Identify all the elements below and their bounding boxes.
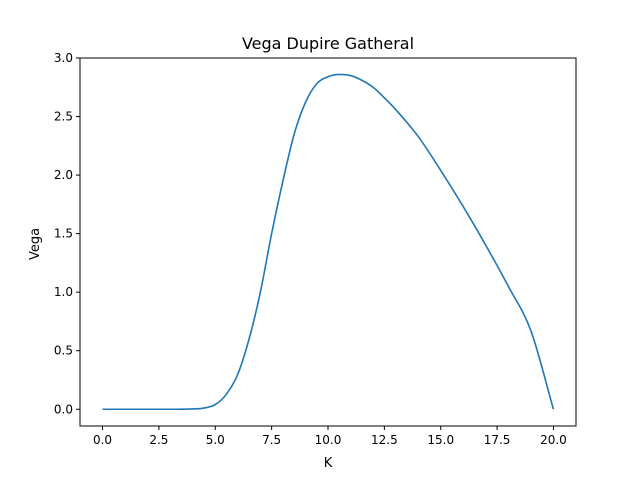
y-tick-label: 1.0 xyxy=(54,285,73,299)
y-axis-ticks: 0.0 0.5 1.0 1.5 2.0 2.5 3.0 xyxy=(54,51,80,416)
plot-area xyxy=(102,73,555,411)
y-tick-label: 0.0 xyxy=(54,402,73,416)
y-tick-label: 2.5 xyxy=(54,110,73,124)
x-axis-ticks: 0.0 2.5 5.0 7.5 10.0 12.5 15.0 17.5 20.0 xyxy=(93,426,567,447)
axes-frame xyxy=(79,57,577,427)
x-tick-label: 10.0 xyxy=(315,433,342,447)
y-tick-label: 2.0 xyxy=(54,168,73,182)
x-tick-label: 20.0 xyxy=(540,433,567,447)
x-tick-label: 7.5 xyxy=(262,433,281,447)
series-line xyxy=(102,73,555,411)
x-tick-label: 5.0 xyxy=(206,433,225,447)
x-tick-label: 15.0 xyxy=(427,433,454,447)
y-axis-label: Vega xyxy=(28,228,43,260)
x-tick-label: 12.5 xyxy=(371,433,398,447)
x-axis-label: K xyxy=(324,456,333,471)
x-tick-label: 17.5 xyxy=(484,433,511,447)
x-tick-label: 2.5 xyxy=(149,433,168,447)
x-tick-label: 0.0 xyxy=(93,433,112,447)
y-tick-label: 3.0 xyxy=(54,51,73,65)
y-tick-label: 0.5 xyxy=(54,344,73,358)
chart-title: Vega Dupire Gatheral xyxy=(242,34,414,53)
y-tick-label: 1.5 xyxy=(54,227,73,241)
